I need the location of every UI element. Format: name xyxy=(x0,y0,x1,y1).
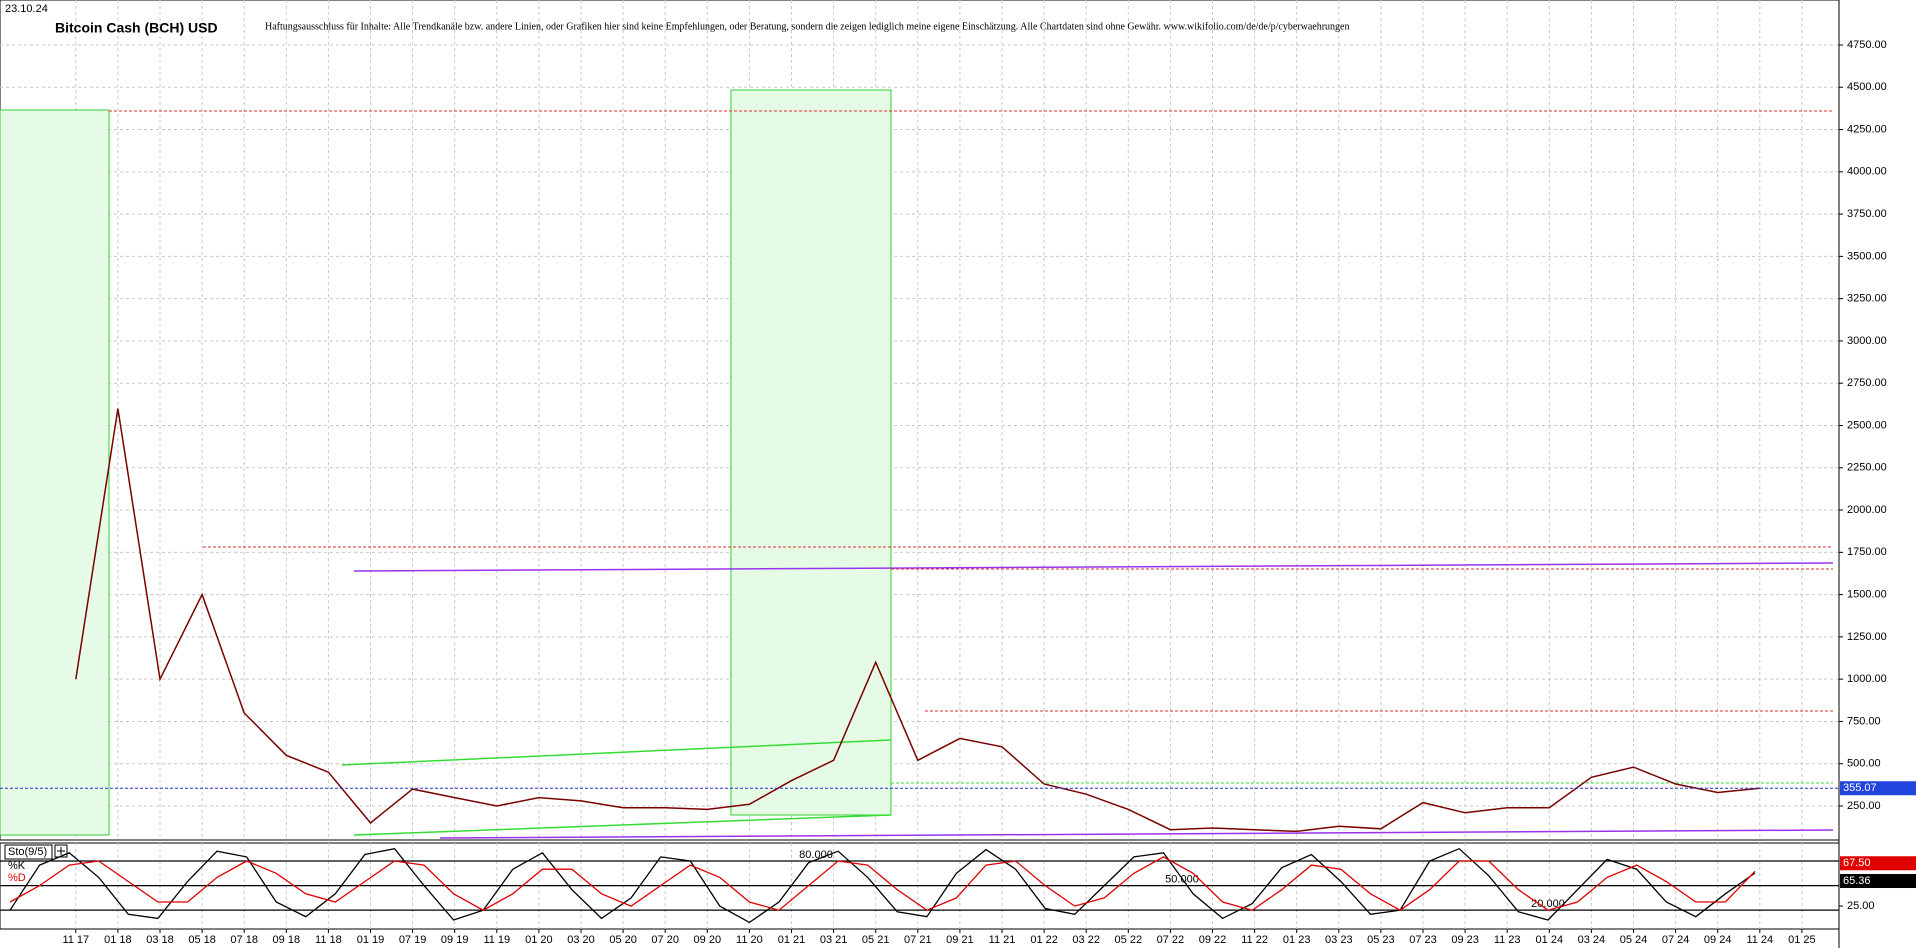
x-tick-label: 01 23 xyxy=(1283,934,1311,946)
x-tick-label: 03 23 xyxy=(1325,934,1353,946)
last-price-box xyxy=(1840,781,1916,796)
last-value-label: 67.50 xyxy=(1843,857,1871,869)
x-tick-label: 05 23 xyxy=(1367,934,1395,946)
green-zone xyxy=(0,109,110,836)
x-tick-label: 09 21 xyxy=(946,934,974,946)
x-tick-label: 07 19 xyxy=(399,934,427,946)
x-tick-label: 09 24 xyxy=(1704,934,1732,946)
x-tick-label: 09 19 xyxy=(441,934,469,946)
y-tick-label: 4000.00 xyxy=(1847,166,1887,178)
legend-label: %K xyxy=(8,860,26,872)
x-tick-label: 07 20 xyxy=(651,934,679,946)
level-label: 20.000 xyxy=(1531,898,1565,910)
x-tick-label: 03 20 xyxy=(567,934,595,946)
y-tick-label: 3500.00 xyxy=(1847,250,1887,262)
x-tick-label: 07 22 xyxy=(1157,934,1185,946)
y-tick-label: 25.00 xyxy=(1847,900,1875,912)
y-tick-label: 1500.00 xyxy=(1847,589,1887,601)
x-tick-label: 11 20 xyxy=(736,934,763,946)
last-value-box xyxy=(1840,874,1916,889)
last-value-label: 65.36 xyxy=(1843,875,1871,887)
expand-icon xyxy=(57,847,65,855)
indicator-box xyxy=(4,844,53,860)
x-tick-label: 11 17 xyxy=(62,934,89,946)
y-tick-label: 500.00 xyxy=(1847,758,1881,770)
x-tick-label: 11 19 xyxy=(483,934,510,946)
y-tick-label: 1250.00 xyxy=(1847,631,1887,643)
x-tick-label: 01 22 xyxy=(1030,934,1058,946)
x-tick-label: 03 24 xyxy=(1578,934,1606,946)
x-tick-label: 09 18 xyxy=(273,934,301,946)
y-tick-label: 3000.00 xyxy=(1847,335,1887,347)
x-tick-label: 01 20 xyxy=(525,934,553,946)
x-tick-label: 05 24 xyxy=(1620,934,1648,946)
x-tick-label: 07 23 xyxy=(1409,934,1437,946)
green-zone xyxy=(730,89,892,816)
date: 23.10.24 xyxy=(5,3,48,15)
legend-label: %D xyxy=(8,872,26,884)
x-tick-label: 01 21 xyxy=(778,934,806,946)
y-tick-label: 4750.00 xyxy=(1847,39,1887,51)
trend-line xyxy=(439,829,1834,839)
x-tick-label: 07 21 xyxy=(904,934,932,946)
y-tick-label: 2000.00 xyxy=(1847,504,1887,516)
x-tick-label: 05 20 xyxy=(609,934,637,946)
x-tick-label: 05 18 xyxy=(188,934,216,946)
chart-title: Bitcoin Cash (BCH) USD xyxy=(55,20,218,36)
x-tick-label: 11 21 xyxy=(989,934,1016,946)
x-tick-label: 03 18 xyxy=(146,934,174,946)
y-tick-label: 3750.00 xyxy=(1847,208,1887,220)
y-tick-label: 2750.00 xyxy=(1847,377,1887,389)
y-tick-label: 2500.00 xyxy=(1847,419,1887,431)
level-label: 80.000 xyxy=(799,849,833,861)
y-tick-label: 750.00 xyxy=(1847,715,1881,727)
stochastic-line xyxy=(9,856,1756,911)
x-tick-label: 09 20 xyxy=(694,934,722,946)
disclaimer: Haftungsausschluss für Inhalte: Alle Tre… xyxy=(265,21,1350,32)
x-tick-label: 05 22 xyxy=(1115,934,1143,946)
stochastic-line xyxy=(9,847,1756,924)
y-tick-label: 250.00 xyxy=(1847,800,1881,812)
x-tick-label: 11 22 xyxy=(1241,934,1268,946)
drawings xyxy=(0,89,1834,839)
trend-line xyxy=(353,814,892,836)
x-tick-label: 11 23 xyxy=(1494,934,1521,946)
x-tick-label: 09 22 xyxy=(1199,934,1227,946)
x-tick-label: 01 24 xyxy=(1536,934,1564,946)
x-tick-label: 03 22 xyxy=(1072,934,1100,946)
last-value-box xyxy=(1840,856,1916,871)
indicator-title: Sto(9/5) xyxy=(8,846,47,858)
x-tick-label: 07 24 xyxy=(1662,934,1690,946)
x-tick-label: 11 24 xyxy=(1746,934,1773,946)
y-tick-label: 1750.00 xyxy=(1847,546,1887,558)
y-tick-label: 4500.00 xyxy=(1847,81,1887,93)
x-tick-label: 01 19 xyxy=(357,934,385,946)
trend-line xyxy=(353,562,1834,572)
y-tick-label: 4250.00 xyxy=(1847,123,1887,135)
price-line xyxy=(75,408,1760,833)
last-price-label: 355.07 xyxy=(1843,782,1877,794)
y-tick-label: 3250.00 xyxy=(1847,293,1887,305)
x-tick-label: 01 25 xyxy=(1788,934,1816,946)
price-frame xyxy=(0,0,1840,841)
x-tick-label: 09 23 xyxy=(1451,934,1479,946)
grid xyxy=(0,0,1839,929)
trend-line xyxy=(341,739,892,766)
y-tick-label: 1000.00 xyxy=(1847,673,1887,685)
x-tick-label: 11 18 xyxy=(315,934,342,946)
x-tick-label: 03 21 xyxy=(820,934,848,946)
x-tick-label: 07 18 xyxy=(230,934,258,946)
x-tick-label: 01 18 xyxy=(104,934,132,946)
x-tick-label: 05 21 xyxy=(862,934,890,946)
y-tick-label: 2250.00 xyxy=(1847,462,1887,474)
